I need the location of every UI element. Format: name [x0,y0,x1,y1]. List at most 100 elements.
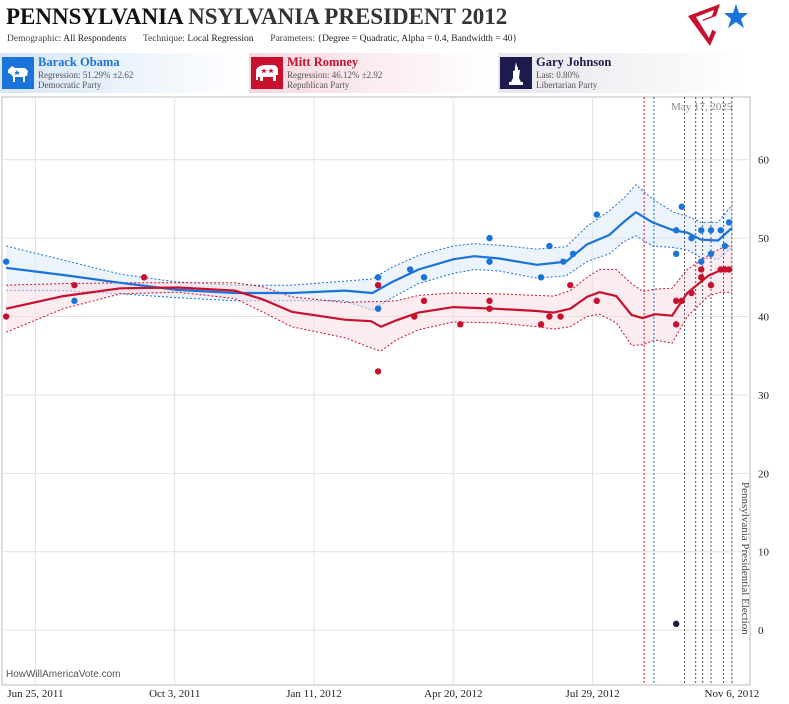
upper-bound-line [6,244,733,303]
poll-point [420,274,428,281]
poll-point [707,250,715,257]
technique-value: Local Regression [187,34,254,44]
x-tick-label: Jun 25, 2011 [7,688,63,700]
page-title: PENNSYLVANIA NSYLVANIA PRESIDENT 2012 [6,4,507,30]
parameters-value: {Degree = Quadratic, Alpha = 0.4, Bandwi… [317,34,518,44]
poll-point [374,281,382,289]
watermark: HowWillAmericaVote.com [6,669,121,680]
poll-point [560,258,567,265]
poll-point [721,242,729,250]
candidate-stat: Regression: 51.29% ±2.62 [38,70,134,80]
date-stamp: May 17, 2025 [671,101,733,113]
y-tick-label: 10 [758,547,770,559]
confidence-band [6,184,732,311]
poll-point [698,258,705,265]
poll-point [593,211,600,218]
poll-point [725,266,733,273]
plot-frame [1,96,751,686]
poll-point [457,321,464,328]
poll-point [486,234,493,242]
poll-point [707,281,715,289]
technique-label: Technique: [142,34,185,44]
lower-bound-line [6,235,733,311]
title-state: PENNSYLVANIA [6,4,183,29]
poll-point [678,297,685,305]
trend-line [5,267,733,328]
poll-point [71,281,78,289]
title-race: NSYLVANIA PRESIDENT 2012 [188,4,508,29]
candidate-stat: Last: 0.80% [536,70,580,80]
poll-point [672,297,680,305]
poll-point [537,321,545,328]
candidate-card-romney[interactable]: Mitt Romney Regression: 46.12% ±2.92 Rep… [249,53,494,93]
y-tick-label: 60 [758,155,770,167]
poll-point [672,250,680,257]
x-tick-label: Nov 6, 2012 [705,688,760,700]
poll-point [486,305,493,312]
poll-point [546,242,553,250]
poll-point [725,219,733,226]
candidate-card-johnson[interactable]: Gary Johnson Last: 0.80% Libertarian Par… [498,53,746,93]
demographic-label: Demographic: [7,34,62,44]
candidate-name: Mitt Romney [287,55,359,69]
candidate-party: Libertarian Party [536,80,598,90]
y-tick-label: 30 [758,390,770,402]
donkey-icon [2,57,34,89]
poll-point [2,258,10,265]
x-tick-label: Apr 20, 2012 [424,688,482,700]
candidate-name: Barack Obama [38,55,120,69]
site-logo[interactable] [686,2,750,50]
y-tick-label: 0 [758,625,764,637]
x-tick-label: Oct 3, 2011 [149,688,200,700]
demographic-value: All Respondents [63,34,127,44]
candidate-party: Democratic Party [38,80,102,90]
poll-point [672,321,680,328]
poll-point [2,313,10,320]
elephant-icon [251,57,283,89]
liberty-statue-icon [500,57,532,89]
header: PENNSYLVANIA NSYLVANIA PRESIDENT 2012 De… [0,0,789,52]
poll-point [557,313,564,320]
poll-point [672,620,680,628]
poll-point [374,305,382,312]
poll-point [567,281,574,289]
poll-point [698,227,705,234]
x-tick-label: Jul 29, 2012 [566,688,620,700]
candidate-bar: Barack Obama Regression: 51.29% ±2.62 De… [0,53,789,93]
poll-point [698,274,705,281]
poll-point [537,274,545,281]
lower-bound-line [6,291,732,352]
poll-point [374,368,382,375]
x-tick-label: Jan 11, 2012 [286,688,342,700]
candidate-stat: Regression: 46.12% ±2.92 [287,70,383,80]
confidence-band [6,245,732,351]
poll-point [420,297,428,305]
parameters-label: Parameters: [270,34,316,44]
poll-point [71,297,78,305]
y-tick-label: 20 [758,468,770,480]
poll-point [688,289,695,297]
poll-point [406,266,414,273]
poll-point [140,274,148,281]
y-tick-label: 40 [758,312,770,324]
poll-point [374,274,382,281]
candidate-party: Republican Party [287,80,350,90]
poll-point [486,297,493,305]
poll-point [411,313,418,320]
poll-point [688,234,695,242]
poll-point [678,203,685,210]
candidate-name: Gary Johnson [536,55,612,69]
poll-point [486,258,493,265]
y-tick-label: 50 [758,233,770,245]
poll-point [717,227,724,234]
poll-point [698,266,705,273]
poll-point [593,297,600,305]
poll-point [672,227,680,234]
poll-point [569,250,577,257]
candidate-card-obama[interactable]: Barack Obama Regression: 51.29% ±2.62 De… [0,53,245,93]
poll-point [707,227,715,234]
parameters-line: Demographic: All Respondents Technique: … [7,34,517,44]
election-label: Pennsylvania Presidential Election [739,482,751,635]
poll-point [546,313,553,320]
